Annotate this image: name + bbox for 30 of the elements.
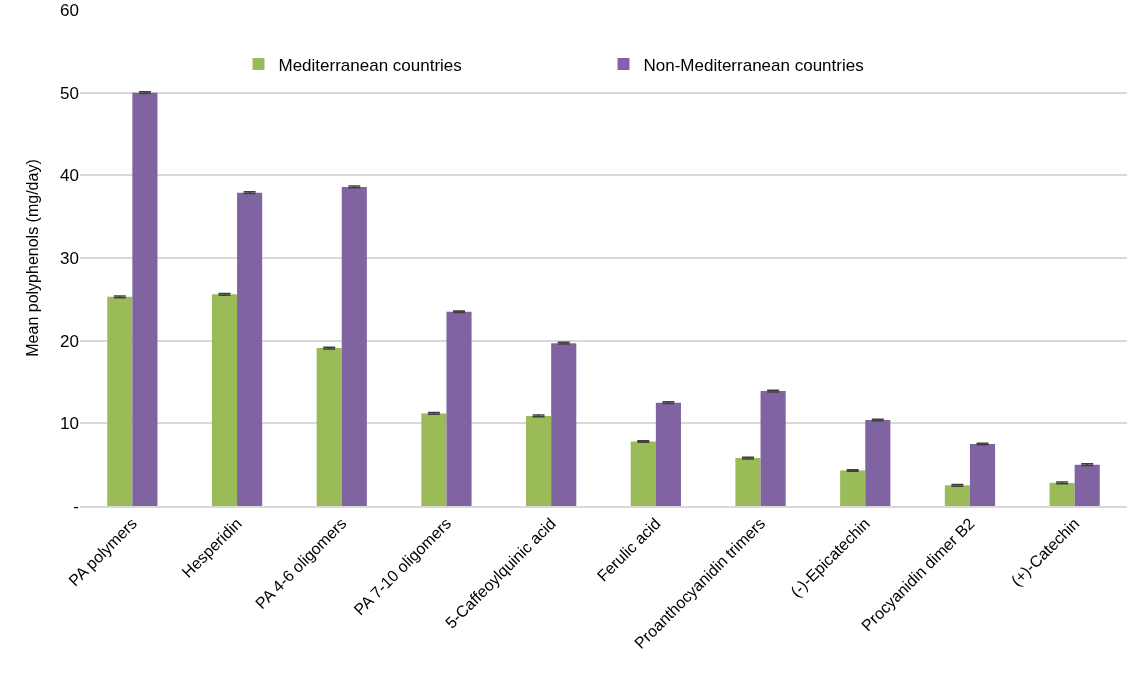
bar <box>107 296 133 506</box>
bar <box>341 186 367 506</box>
y-axis-title: Mean polyphenols (mg/day) <box>24 159 41 357</box>
bar <box>1049 482 1075 506</box>
bar <box>1074 464 1100 506</box>
y-tick-label: 20 <box>60 331 79 351</box>
bar <box>211 294 238 506</box>
bar <box>655 402 681 506</box>
bar <box>551 343 577 506</box>
bar <box>735 458 761 506</box>
bar <box>526 415 552 506</box>
y-tick-label: 50 <box>60 83 79 103</box>
y-tick-label: 30 <box>60 248 79 268</box>
y-tick-label: 40 <box>60 166 79 186</box>
bar <box>132 92 158 506</box>
bar <box>316 348 342 506</box>
bar <box>421 413 447 506</box>
bar <box>630 441 656 506</box>
bar <box>944 485 970 506</box>
y-tick-label: 10 <box>60 414 79 434</box>
bar <box>969 444 996 506</box>
bar <box>446 311 472 506</box>
legend-label: Mediterranean countries <box>278 55 462 75</box>
legend-label: Non-Mediterranean countries <box>643 55 864 75</box>
bar <box>840 470 866 506</box>
bar <box>865 420 891 506</box>
y-tick-label: 60 <box>60 0 79 20</box>
bar <box>237 192 263 506</box>
y-tick-label: - <box>73 496 79 516</box>
bar <box>760 391 786 506</box>
